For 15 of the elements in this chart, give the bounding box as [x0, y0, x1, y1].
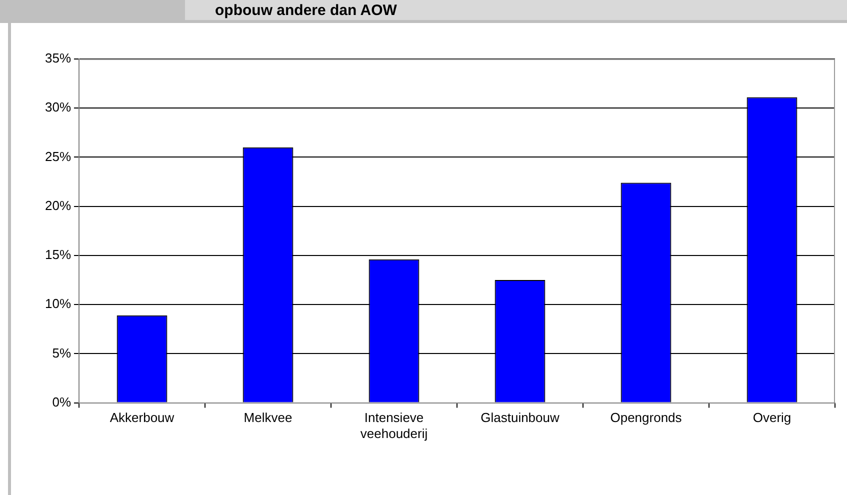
chart-title: opbouw andere dan AOW: [215, 2, 397, 19]
x-tick-label: Glastuinbouw: [480, 410, 560, 426]
x-tick-label: Intensieve veehouderij: [360, 410, 428, 441]
y-tick-label: 35%: [44, 50, 72, 66]
y-tick-label: 5%: [52, 345, 72, 360]
y-tick-label: 15%: [44, 247, 72, 262]
x-tick-label: Akkerbouw: [110, 410, 175, 426]
x-tick-label: Melkvee: [244, 410, 292, 426]
y-tick-label: 30%: [44, 100, 72, 115]
x-tick-label: Opengronds: [610, 410, 682, 426]
y-tick-label: 25%: [44, 148, 72, 164]
y-tick-label: 0%: [52, 394, 72, 410]
y-tick-label: 10%: [44, 296, 72, 312]
y-tick-label: 20%: [44, 198, 72, 213]
x-tick-label: Overig: [752, 410, 792, 426]
